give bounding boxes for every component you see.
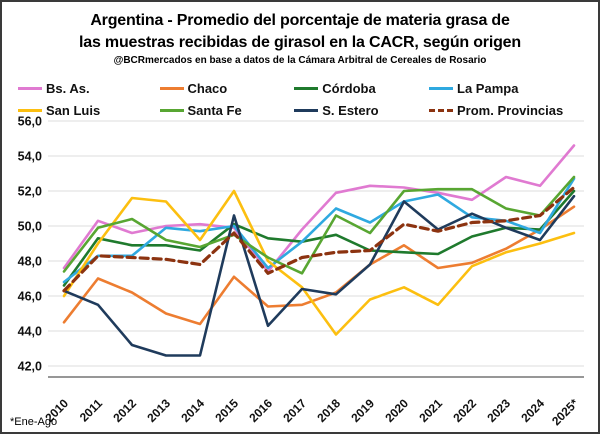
x-tick-label: 2011 <box>77 396 106 425</box>
legend-label: Bs. As. <box>46 81 90 96</box>
legend-swatch-icon <box>429 109 454 112</box>
legend-item-bs-as: Bs. As. <box>18 80 160 97</box>
legend-item-prom-provincias: Prom. Provincias <box>429 102 584 119</box>
x-tick-label: 2021 <box>416 396 445 425</box>
y-tick-label: 50,0 <box>18 220 42 234</box>
series-line-la-pampa <box>62 177 576 284</box>
x-tick-label: 2018 <box>314 396 343 425</box>
chart-title-line1: Argentina - Promedio del porcentaje de m… <box>90 12 510 29</box>
y-tick-label: 42,0 <box>18 360 42 374</box>
x-tick-label: 2024 <box>518 396 547 425</box>
y-tick-label: 46,0 <box>18 290 42 304</box>
legend-swatch-icon <box>294 109 319 112</box>
x-tick-label: 2012 <box>110 396 139 425</box>
y-tick-label: 52,0 <box>18 185 42 199</box>
x-tick-label: 2013 <box>144 396 173 425</box>
legend-swatch-icon <box>159 109 184 112</box>
series-line-san-luis <box>62 189 576 336</box>
legend-item-chaco: Chaco <box>159 80 295 97</box>
legend-swatch-icon <box>18 87 42 90</box>
x-tick-label: 2015 <box>212 396 241 425</box>
footnote: *Ene-Ago <box>10 416 58 428</box>
legend-label: Prom. Provincias <box>457 103 564 118</box>
series-line-chaco <box>62 205 576 326</box>
legend-item-san-luis: San Luis <box>18 102 160 119</box>
x-tick-label: 2023 <box>484 396 513 425</box>
x-tick-label: 2025* <box>549 396 581 428</box>
x-tick-label: 2014 <box>178 396 207 425</box>
legend-swatch-icon <box>429 87 454 90</box>
chart-title-line2: las muestras recibidas de girasol en la … <box>79 33 521 51</box>
series-line-prom-provincias <box>62 185 576 293</box>
chart-subtitle: @BCRmercados en base a datos de la Cámar… <box>113 55 487 67</box>
legend-item-c-rdoba: Córdoba <box>294 80 429 97</box>
legend-label: Chaco <box>187 81 228 96</box>
legend-swatch-icon <box>18 109 42 112</box>
legend-label: Santa Fe <box>187 103 242 118</box>
title-block: Argentina - Promedio del porcentaje de m… <box>2 10 598 66</box>
series-line-c-rdoba <box>62 189 576 287</box>
x-tick-label: 2016 <box>246 396 275 425</box>
legend-swatch-icon <box>294 87 319 90</box>
y-tick-label: 56,0 <box>18 115 42 129</box>
legend: Bs. As. Chaco Córdoba La Pampa San Luis Santa… <box>18 80 584 119</box>
y-tick-label: 44,0 <box>18 325 42 339</box>
legend-item-santa-fe: Santa Fe <box>159 102 295 119</box>
legend-label: La Pampa <box>457 81 519 96</box>
x-tick-label: 2017 <box>280 396 309 425</box>
legend-label: San Luis <box>46 103 101 118</box>
y-tick-label: 54,0 <box>18 150 42 164</box>
x-tick-label: 2020 <box>382 396 411 425</box>
legend-item-la-pampa: La Pampa <box>429 80 584 97</box>
legend-label: Córdoba <box>322 81 376 96</box>
legend-item-s-estero: S. Estero <box>294 102 429 119</box>
legend-swatch-icon <box>159 87 184 90</box>
x-tick-label: 2019 <box>348 396 377 425</box>
series-line-santa-fe <box>62 175 576 275</box>
x-tick-label: 2022 <box>450 396 479 425</box>
legend-label: S. Estero <box>322 103 379 118</box>
y-tick-label: 48,0 <box>18 255 42 269</box>
